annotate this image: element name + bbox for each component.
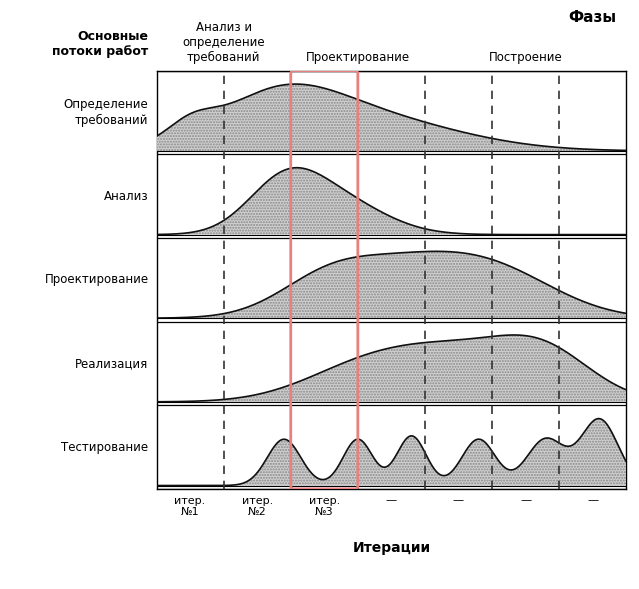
- Text: Итерации: Итерации: [352, 541, 431, 555]
- Text: Фазы: Фазы: [569, 9, 617, 25]
- Text: итер.
№3: итер. №3: [309, 495, 340, 517]
- Text: Определение
требований: Определение требований: [64, 98, 148, 127]
- Text: Проектирование: Проектирование: [306, 51, 410, 64]
- Text: Проектирование: Проектирование: [44, 273, 148, 286]
- Text: итер.
№1: итер. №1: [174, 495, 206, 517]
- Text: Основные
потоки работ: Основные потоки работ: [52, 30, 148, 58]
- Text: Реализация: Реализация: [75, 357, 148, 370]
- Text: итер.
№2: итер. №2: [242, 495, 273, 517]
- Text: —: —: [453, 495, 464, 505]
- Text: —: —: [386, 495, 397, 505]
- Text: —: —: [520, 495, 531, 505]
- Text: Построение: Построение: [489, 51, 562, 64]
- Text: Анализ: Анализ: [104, 190, 148, 203]
- Text: Тестирование: Тестирование: [61, 441, 148, 454]
- Text: —: —: [587, 495, 598, 505]
- Text: Анализ и
определение
требований: Анализ и определение требований: [182, 21, 265, 64]
